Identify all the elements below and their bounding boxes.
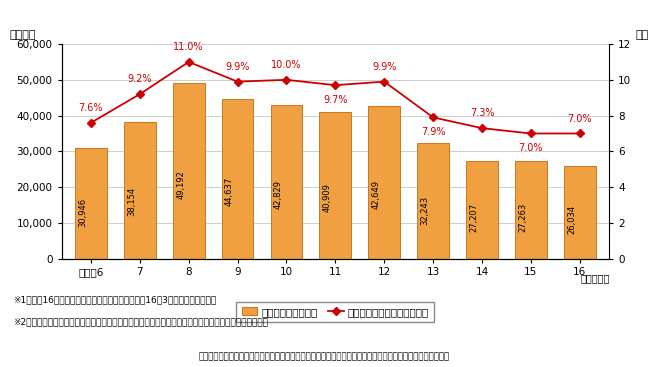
Text: （計画額）: （計画額）: [580, 273, 610, 283]
Text: 9.2%: 9.2%: [128, 74, 152, 84]
Bar: [319, 112, 351, 259]
Text: （億円）: （億円）: [10, 30, 36, 40]
Text: 42,649: 42,649: [372, 180, 381, 209]
Text: 10.0%: 10.0%: [272, 60, 302, 70]
Text: 7.3%: 7.3%: [470, 108, 494, 118]
Text: 9.9%: 9.9%: [372, 62, 397, 72]
Text: 7.9%: 7.9%: [421, 127, 445, 137]
Bar: [173, 83, 205, 259]
Bar: [564, 166, 596, 259]
Text: 11.0%: 11.0%: [174, 42, 204, 52]
Text: 7.0%: 7.0%: [568, 114, 592, 124]
Text: 30,946: 30,946: [78, 198, 87, 227]
Text: 9.9%: 9.9%: [226, 62, 249, 72]
Bar: [124, 122, 156, 259]
Text: 27,263: 27,263: [518, 203, 527, 232]
Text: 42,829: 42,829: [274, 180, 283, 209]
Text: 総務省「通信産業実態調査（設備投資調査）」、内閣府経済社会総合研究所「法人企業動向調査」により作成: 総務省「通信産業実態調査（設備投資調査）」、内閣府経済社会総合研究所「法人企業動…: [198, 352, 450, 361]
Bar: [515, 161, 547, 259]
Bar: [417, 143, 449, 259]
Text: 40,909: 40,909: [323, 183, 332, 212]
Text: 32,243: 32,243: [421, 196, 430, 225]
Text: 7.0%: 7.0%: [518, 143, 543, 153]
Text: 9.7%: 9.7%: [323, 95, 347, 105]
Text: 38,154: 38,154: [128, 187, 136, 216]
Text: 49,192: 49,192: [176, 170, 185, 199]
Text: 44,637: 44,637: [225, 177, 234, 206]
Legend: 通信・放送産業全体, 全産業総投資額に占める割合: 通信・放送産業全体, 全産業総投資額に占める割合: [237, 302, 434, 322]
Text: 26,034: 26,034: [568, 205, 576, 234]
Text: ※2　設備投資額は、各年度で回答のあった事業者のみ集計したものであるため、比較には注意を要する: ※2 設備投資額は、各年度で回答のあった事業者のみ集計したものであるため、比較に…: [13, 317, 268, 327]
Text: （％）: （％）: [636, 30, 648, 40]
Bar: [271, 105, 303, 259]
Text: 7.6%: 7.6%: [78, 103, 103, 113]
Text: ※1　平成16年度の設備投資額は、調査時点（年成16年3月）における計画額: ※1 平成16年度の設備投資額は、調査時点（年成16年3月）における計画額: [13, 295, 216, 305]
Bar: [368, 106, 400, 259]
Bar: [222, 99, 253, 259]
Bar: [75, 148, 107, 259]
Text: 27,207: 27,207: [470, 203, 479, 232]
Bar: [466, 161, 498, 259]
